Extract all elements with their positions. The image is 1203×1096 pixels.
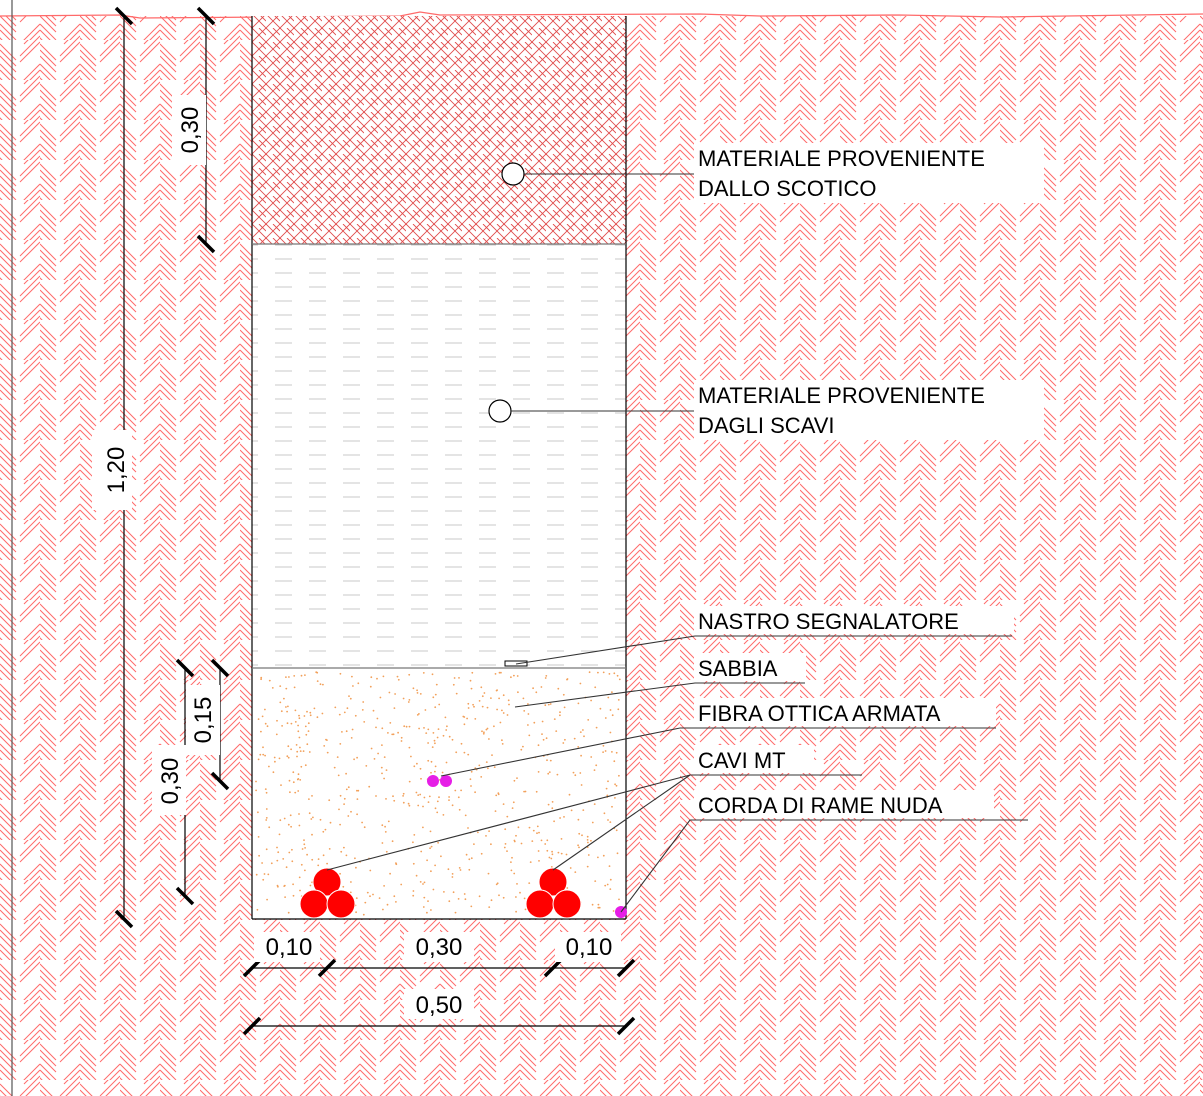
dim-right-offset: 0,10 [566,934,613,961]
dim-top-layer: 0,30 [177,107,204,154]
label-scavi-line2: DAGLI SCAVI [698,413,835,438]
ground-surface-line [0,11,1203,19]
dim-total-depth: 1,20 [103,447,130,494]
label-backgrounds [694,143,1044,818]
dim-bg-total [92,430,132,510]
dim-cable-spacing: 0,30 [416,934,463,961]
dim-trench-width: 0,50 [416,992,463,1019]
dim-bg-mid [404,932,474,962]
dim-fiber-depth: 0,15 [190,697,217,744]
label-scavi-line1: MATERIALE PROVENIENTE [698,383,985,408]
fiber-optic-cables [427,775,452,787]
label-cavi: CAVI MT [698,748,786,773]
dim-bg-top [172,95,206,165]
scotico-marker [501,162,525,186]
scotico-layer [252,16,626,244]
mt-cable-trefoil-right [525,867,582,919]
label-fibra: FIBRA OTTICA ARMATA [698,701,941,726]
dim-sand-layer: 0,30 [157,758,184,805]
scavi-layer [252,244,626,668]
mt-cable-trefoil-left [299,867,356,919]
horizontal-dimensions [242,958,636,1036]
dim-bg-width [404,989,474,1019]
dim-bg-right [555,932,621,962]
label-sabbia: SABBIA [698,656,778,681]
label-corda: CORDA DI RAME NUDA [698,793,943,818]
label-nastro: NASTRO SEGNALATORE [698,609,959,634]
label-scotico-line2: DALLO SCOTICO [698,176,876,201]
scavi-marker [488,399,512,423]
dim-bg-fiber [186,685,220,755]
dim-left-offset: 0,10 [266,934,313,961]
label-scotico-line1: MATERIALE PROVENIENTE [698,146,985,171]
dim-bg-left [254,932,320,962]
dim-bg-sand [152,745,186,815]
